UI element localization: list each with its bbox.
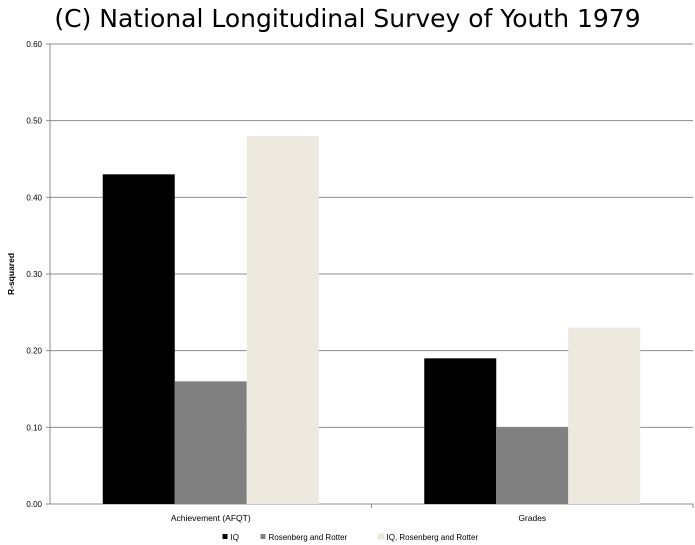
bars [102, 136, 641, 505]
labels: 0.00 0.10 0.20 0.30 0.40 0.50 0.60 R-squared Ach… [6, 40, 546, 523]
y-tick-label: 0.60 [26, 40, 42, 49]
y-tick-label: 0.50 [26, 117, 42, 126]
legend-label: IQ, Rosenberg and Rotter [387, 533, 479, 542]
y-tick-label: 0.30 [26, 270, 42, 279]
legend-swatch [222, 534, 228, 539]
bar [496, 427, 569, 504]
bar [174, 381, 247, 504]
legend-swatch [378, 533, 384, 540]
bar [568, 327, 641, 504]
y-tick-label: 0.00 [26, 500, 42, 509]
legend-label: Rosenberg and Rotter [269, 533, 348, 542]
bar [424, 358, 497, 504]
legend-label: IQ [231, 533, 239, 542]
x-tick-label: Achievement (AFQT) [171, 513, 251, 523]
x-tick-label: Grades [518, 513, 546, 523]
y-tick-label: 0.20 [26, 347, 42, 356]
chart-title: (C) National Longitudinal Survey of Yout… [54, 4, 641, 33]
legend: IQ Rosenberg and Rotter IQ, Rosenberg and … [222, 533, 479, 542]
bar [102, 174, 175, 505]
bar [246, 136, 319, 504]
y-axis-title: R-squared [6, 253, 16, 295]
y-tick-label: 0.10 [26, 423, 42, 432]
legend-swatch [260, 534, 266, 539]
y-tick-label: 0.40 [26, 193, 42, 202]
